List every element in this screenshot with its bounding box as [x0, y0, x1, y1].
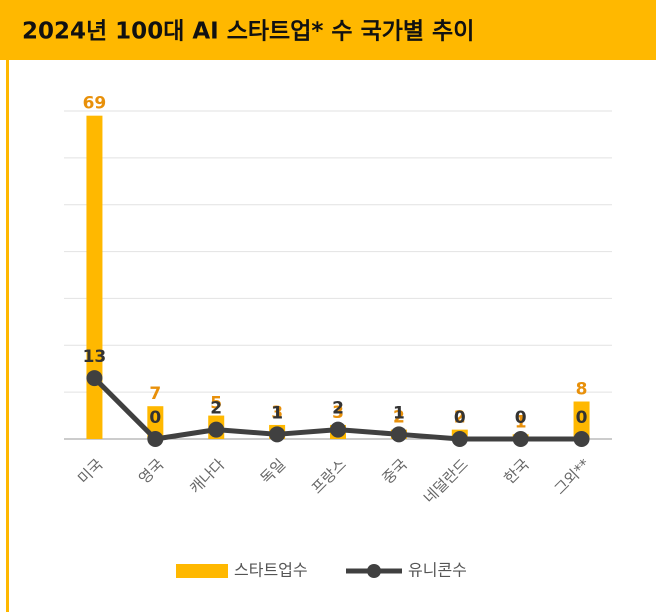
- legend-swatch: [176, 564, 228, 578]
- x-tick-label: 캐나다: [186, 455, 228, 497]
- x-tick-label: 독일: [257, 455, 289, 487]
- line-point: [86, 370, 103, 387]
- bar: [86, 115, 103, 439]
- line-point: [512, 431, 529, 447]
- data-label: 3: [271, 403, 283, 423]
- data-label: 2: [332, 399, 344, 419]
- line-point: [147, 431, 164, 447]
- title-bar: [0, 0, 656, 60]
- bar: [573, 401, 590, 439]
- data-label: 13: [83, 347, 107, 367]
- x-tick-label: 프랑스: [308, 455, 350, 497]
- data-label: 1: [393, 403, 405, 423]
- bar: [147, 406, 164, 439]
- x-tick-label: 영국: [135, 455, 167, 487]
- line-point: [573, 431, 590, 447]
- x-tick-label: 한국: [500, 455, 532, 487]
- data-label: 8: [576, 380, 588, 400]
- data-label: 2: [210, 399, 222, 419]
- data-label: 69: [83, 94, 107, 114]
- legend-swatch: [367, 564, 381, 578]
- data-label: 3: [332, 403, 344, 423]
- x-tick-label: 미국: [74, 455, 106, 487]
- x-tick-label: 중국: [379, 455, 411, 487]
- line-point: [330, 421, 346, 438]
- data-label: 0: [454, 408, 466, 428]
- data-label: 1: [515, 412, 527, 432]
- line-point: [269, 426, 286, 443]
- data-label: 1: [271, 403, 283, 423]
- data-label: 0: [149, 408, 161, 428]
- x-tick-label: 네덜란드: [420, 455, 472, 507]
- line-point: [451, 431, 468, 447]
- chart-title: 2024년 100대 AI 스타트업* 수 국가별 추이: [22, 19, 474, 45]
- legend-label: 스타트업수: [234, 561, 308, 580]
- frame-left: [6, 60, 9, 612]
- legend-label: 유니콘수: [408, 561, 467, 580]
- data-label: 7: [149, 384, 161, 404]
- line-point: [208, 421, 225, 438]
- data-label: 2: [393, 408, 405, 428]
- x-tick-label: 그외**: [551, 455, 594, 498]
- data-label: 0: [515, 408, 527, 428]
- line-point: [390, 426, 407, 443]
- data-label: 0: [576, 408, 588, 428]
- data-label: 2: [454, 408, 466, 428]
- data-label: 5: [210, 394, 222, 414]
